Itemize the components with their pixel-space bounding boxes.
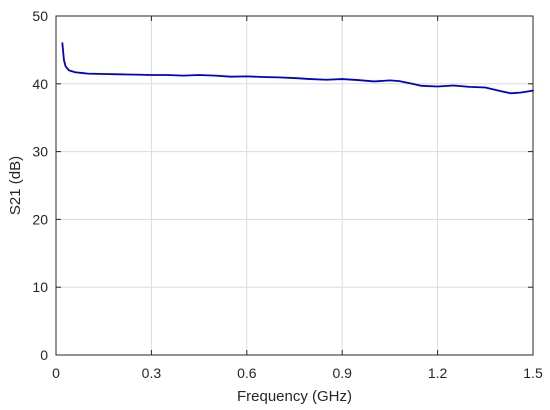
plot-frame (55, 15, 534, 356)
y-tick-label: 40 (32, 76, 48, 92)
y-tick-label: 0 (40, 347, 48, 363)
x-tick-label: 1.5 (523, 365, 543, 381)
grid (55, 15, 534, 356)
y-axis-label: S21 (dB) (7, 156, 24, 215)
series-line (61, 42, 534, 95)
ticks: 0 0.3 0.6 0.9 1.2 1.5 0 10 20 30 40 50 (32, 8, 543, 381)
x-tick-label: 0.9 (332, 365, 352, 381)
x-tick-label: 0 (52, 365, 60, 381)
x-tick-label: 0.6 (237, 365, 257, 381)
y-tick-label: 20 (32, 211, 48, 227)
series-layer (61, 42, 534, 95)
y-tick-label: 10 (32, 279, 48, 295)
y-tick-label: 50 (32, 8, 48, 24)
x-tick-label: 0.3 (142, 365, 162, 381)
y-tick-label: 30 (32, 144, 48, 160)
x-axis-label: Frequency (GHz) (237, 388, 352, 405)
x-tick-label: 1.2 (428, 365, 448, 381)
